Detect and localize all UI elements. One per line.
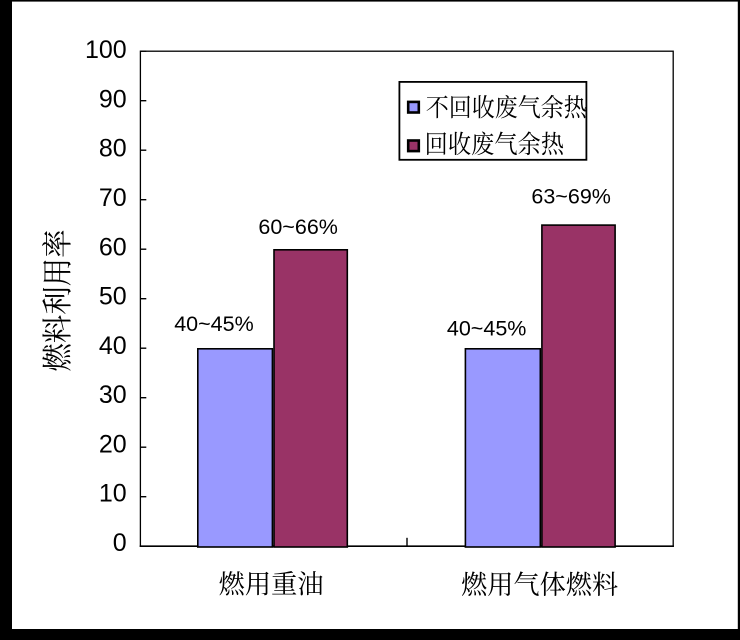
svg-text:100: 100 (85, 36, 127, 64)
svg-text:90: 90 (99, 85, 127, 113)
svg-text:0: 0 (113, 529, 127, 557)
svg-text:40~45%: 40~45% (447, 317, 527, 341)
svg-text:20: 20 (99, 430, 127, 458)
svg-text:70: 70 (99, 184, 127, 212)
svg-text:10: 10 (99, 480, 127, 508)
svg-text:50: 50 (99, 283, 127, 311)
svg-text:40: 40 (99, 332, 127, 360)
svg-text:60: 60 (99, 233, 127, 261)
svg-text:30: 30 (99, 381, 127, 409)
svg-text:40~45%: 40~45% (174, 312, 254, 336)
svg-text:60~66%: 60~66% (258, 215, 338, 239)
svg-text:80: 80 (99, 135, 127, 163)
svg-text:63~69%: 63~69% (531, 185, 611, 209)
